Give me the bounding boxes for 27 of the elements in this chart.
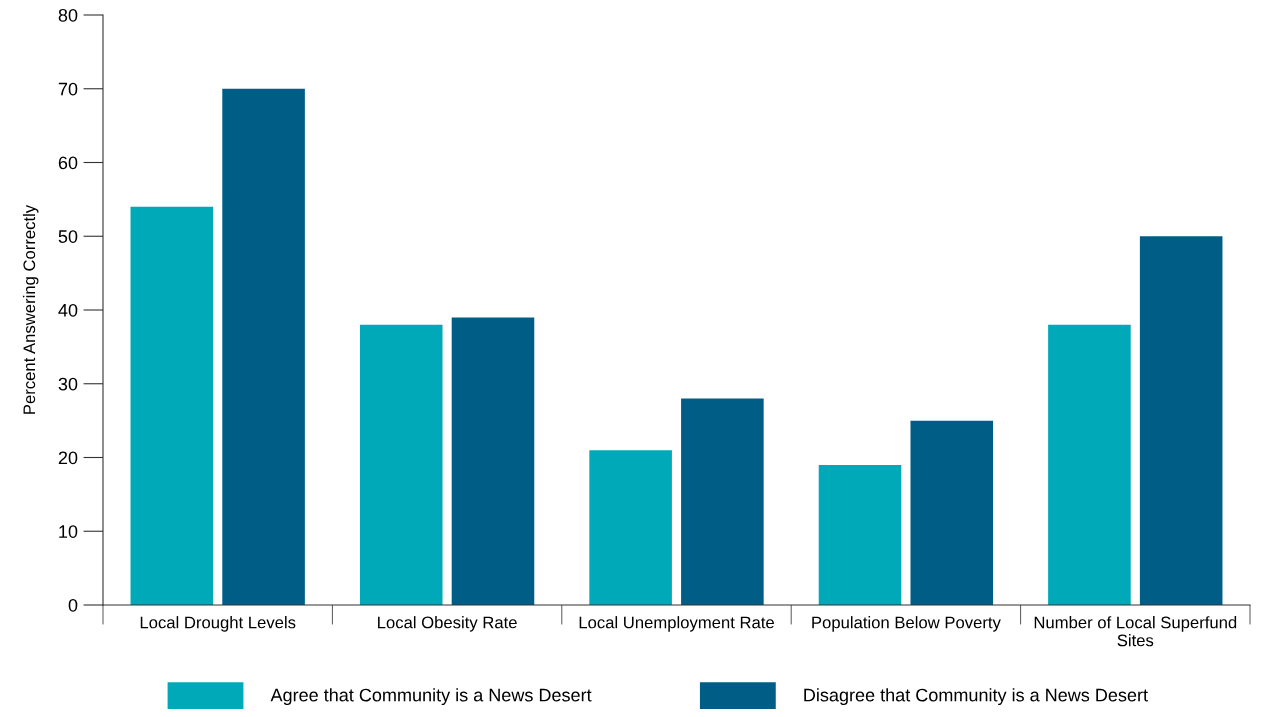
bar	[681, 398, 764, 605]
y-axis-title: Percent Answering Correctly	[22, 204, 39, 414]
legend-label: Disagree that Community is a News Desert	[804, 688, 1148, 706]
bar	[222, 88, 305, 605]
y-tick-label: 40	[58, 303, 78, 317]
bar	[1048, 324, 1131, 605]
bar	[451, 317, 535, 605]
y-tick-label: 0	[68, 598, 78, 612]
y-tick-label: 30	[58, 377, 78, 391]
y-tick-label: 50	[58, 230, 78, 243]
x-tick-label: Local Obesity Rate	[378, 616, 517, 632]
x-tick-label: Local Drought Levels	[140, 616, 296, 632]
bar	[359, 324, 443, 605]
y-tick-label: 20	[58, 451, 78, 465]
bar	[910, 420, 994, 605]
bar	[1139, 236, 1223, 605]
y-tick-label: 80	[58, 8, 78, 22]
bar	[818, 464, 902, 605]
y-tick-label: 10	[59, 525, 78, 538]
x-tick-label: Local Unemployment Rate	[579, 616, 774, 632]
bar	[130, 206, 214, 605]
legend-label: Agree that Community is a News Desert	[270, 688, 592, 706]
y-tick-label: 60	[58, 156, 78, 170]
x-tick-label: Number of Local Superfund Sites	[1034, 616, 1237, 647]
bar	[589, 450, 672, 605]
x-tick-label: Population Below Poverty	[812, 616, 1001, 632]
y-tick-label: 70	[58, 82, 78, 96]
